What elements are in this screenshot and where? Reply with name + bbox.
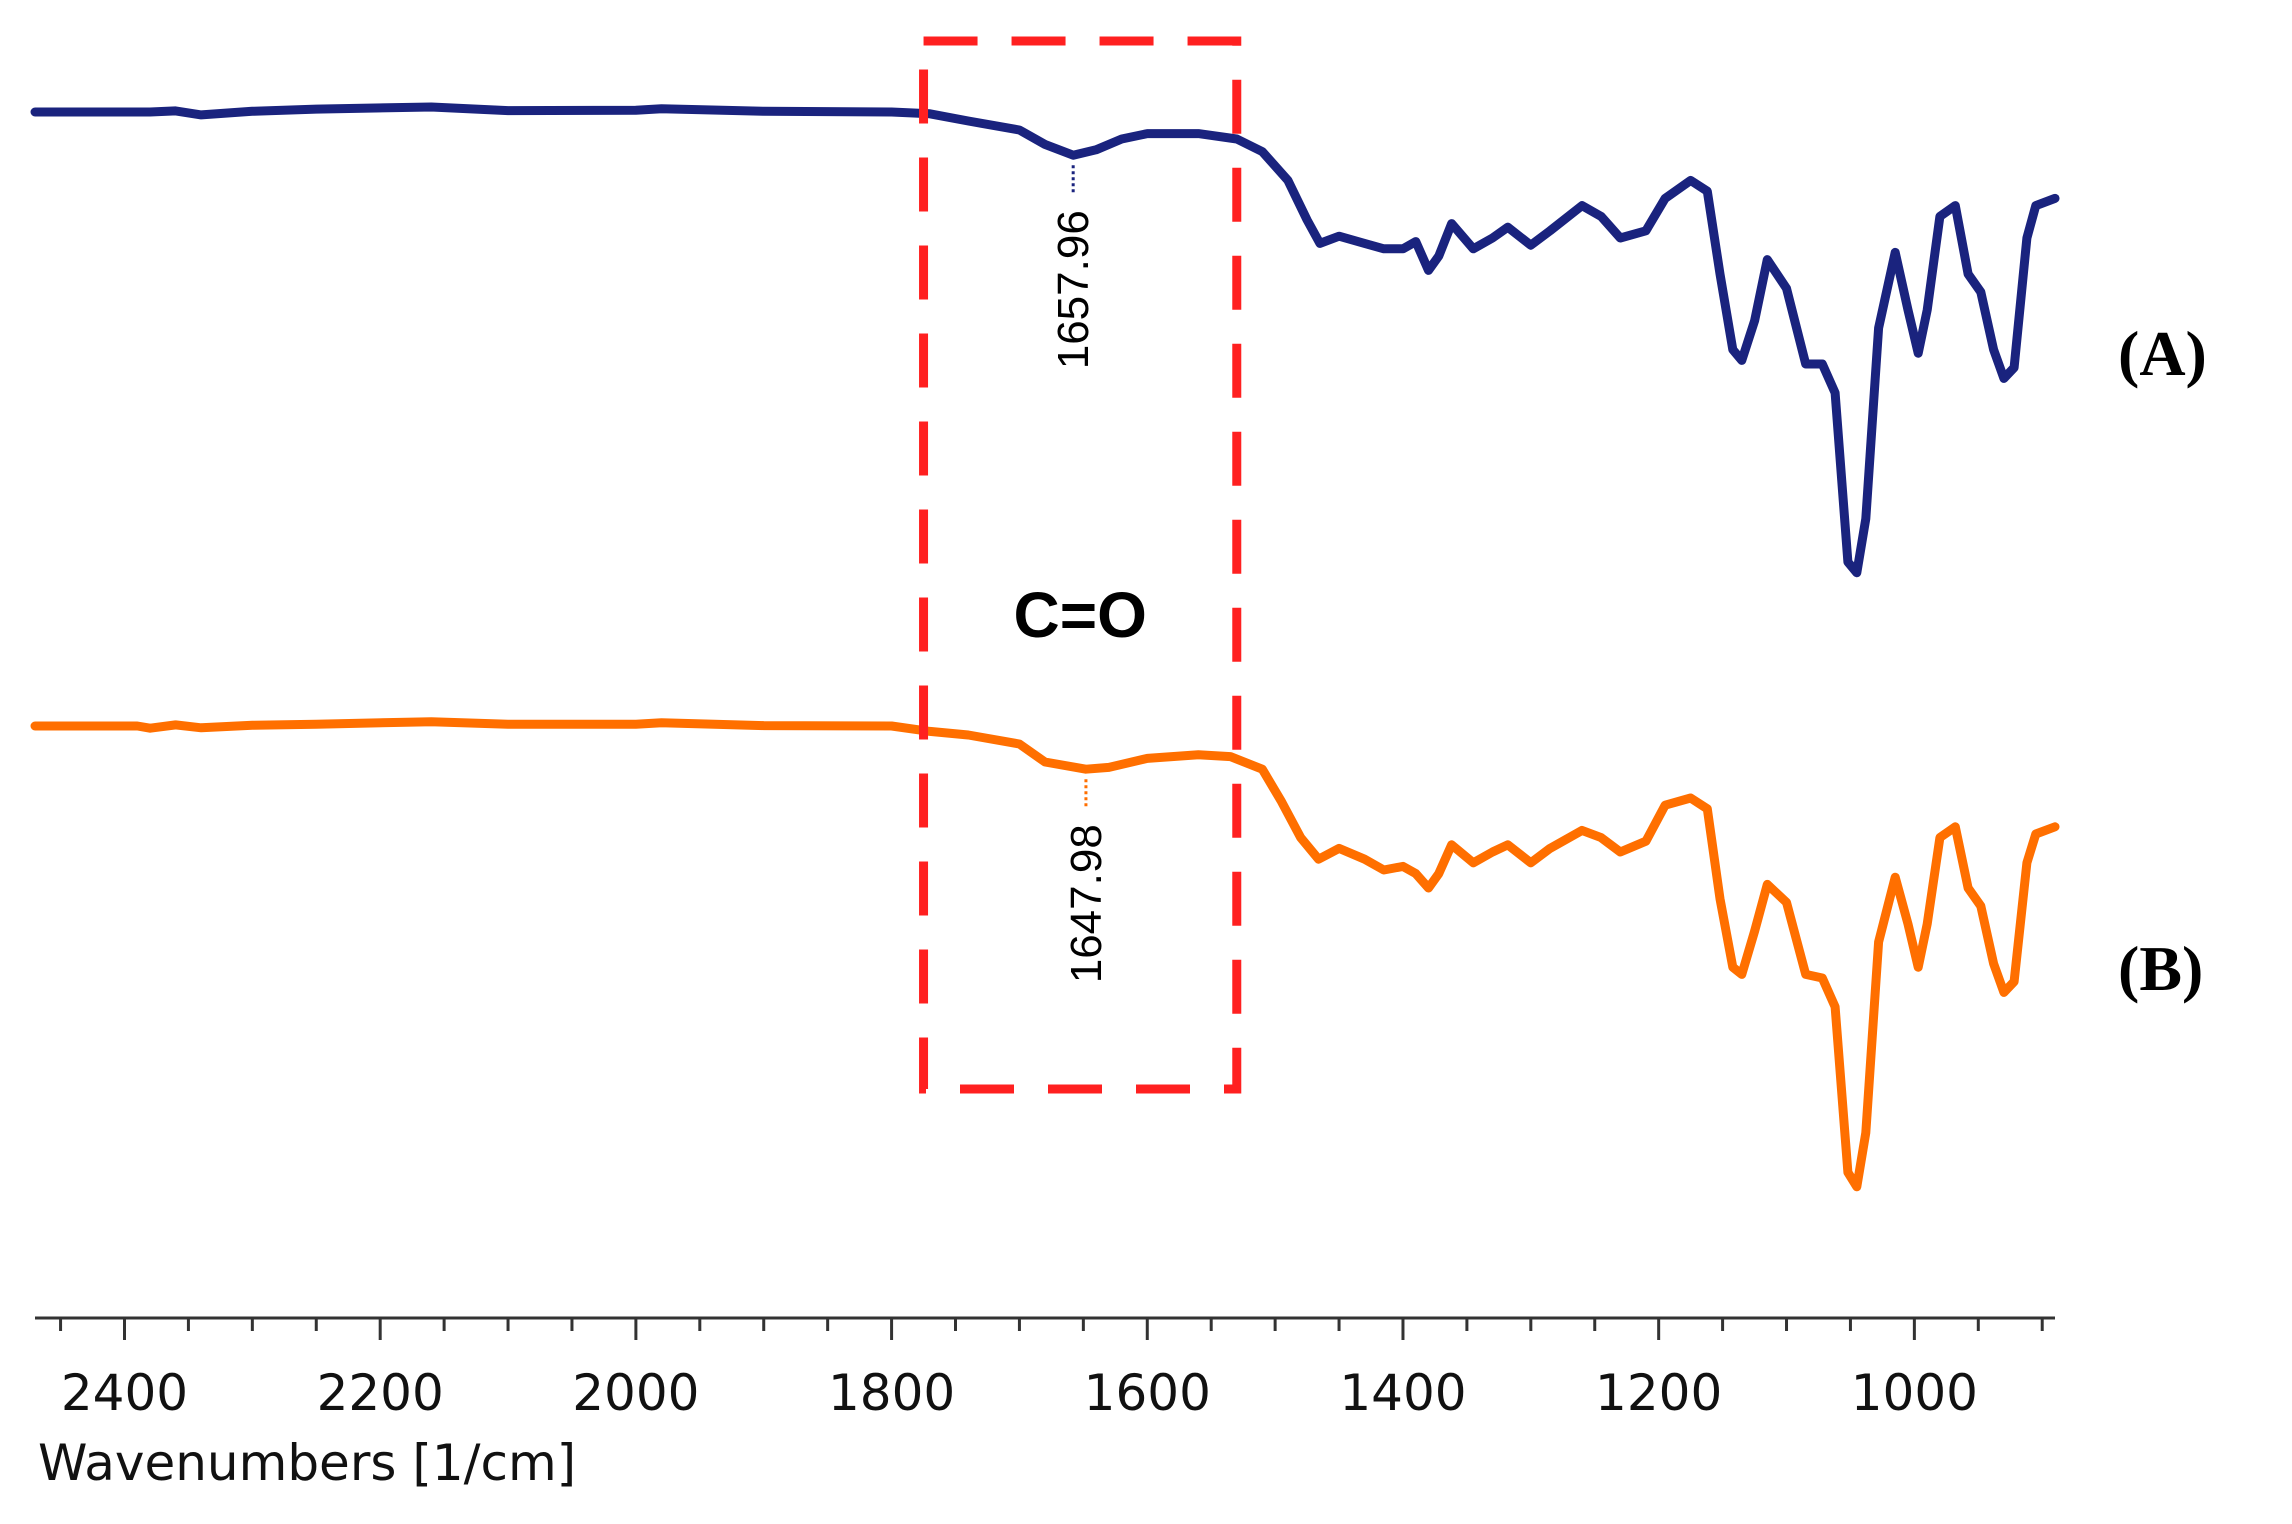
x-tick-label: 1000 [1851,1364,1978,1422]
c-o-region-box [919,36,1242,1094]
series-label-b: (B) [2118,933,2203,1004]
series-label-a: (A) [2118,318,2207,389]
x-tick-label: 1400 [1339,1364,1466,1422]
peak-label-a: 1657.96 [1049,210,1098,369]
peak-label-b: 1647.98 [1062,824,1111,983]
x-axis: 2400 2200 2000 1800 1600 1400 1200 1000 Wavenum… [35,1316,2055,1492]
x-tick-label: 1800 [828,1364,955,1422]
series-line-a [30,102,2060,578]
x-tick-label: 1600 [1084,1364,1211,1422]
x-tick-label: 2200 [317,1364,444,1422]
x-tick-label: 1200 [1595,1364,1722,1422]
peak-labels-layer: 1657.96 1647.98 [1049,165,1111,983]
annotation-layer: C=O [919,36,1242,1094]
x-axis-title: Wavenumbers [1/cm] [38,1434,576,1492]
x-tick-label: 2400 [61,1364,188,1422]
c-o-region-label: C=O [1013,579,1146,651]
series-names-layer: (A) (B) [2118,318,2207,1004]
series-line-b [30,717,2060,1192]
series-lines-layer [30,102,2060,1192]
x-tick-label: 2000 [572,1364,699,1422]
x-axis-ticks: 2400 2200 2000 1800 1600 1400 1200 1000 [59,1318,2044,1422]
